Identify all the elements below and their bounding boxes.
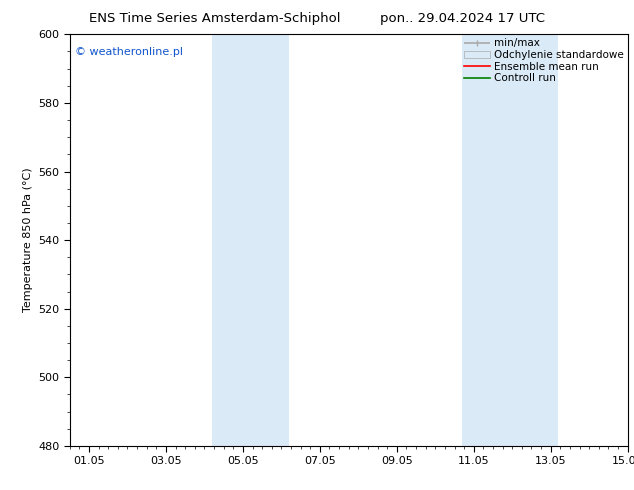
Text: ENS Time Series Amsterdam-Schiphol: ENS Time Series Amsterdam-Schiphol (89, 12, 340, 25)
Text: pon.. 29.04.2024 17 UTC: pon.. 29.04.2024 17 UTC (380, 12, 545, 25)
Text: © weatheronline.pl: © weatheronline.pl (75, 47, 183, 57)
Y-axis label: Temperature 850 hPa (°C): Temperature 850 hPa (°C) (23, 168, 32, 313)
Legend: min/max, Odchylenie standardowe, Ensemble mean run, Controll run: min/max, Odchylenie standardowe, Ensembl… (462, 36, 626, 85)
Bar (212, 34, 289, 446)
Bar (462, 34, 559, 446)
